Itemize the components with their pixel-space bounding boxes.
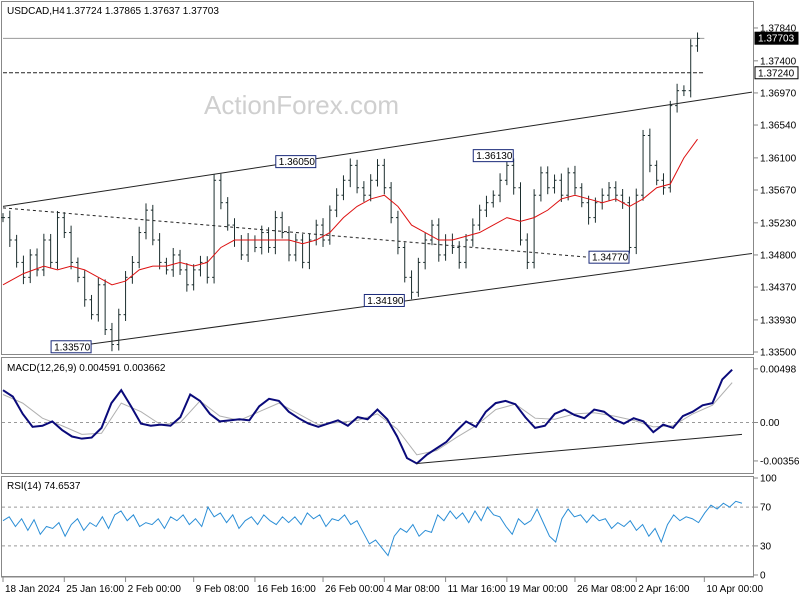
price-tick-label: 1.35230	[760, 218, 797, 229]
trendline-2	[2, 207, 589, 258]
price-annotation-label: 1.36050	[279, 157, 316, 168]
time-tick-label: 11 Mar 16:00	[448, 584, 507, 595]
time-tick-label: 2 Apr 16:00	[638, 584, 690, 595]
price-annotation-box	[588, 250, 630, 264]
macd-layer	[2, 368, 753, 465]
rsi-line	[2, 500, 743, 557]
price-annotation-box	[363, 293, 405, 307]
rsi-tick-label: 100	[760, 474, 777, 485]
watermark: ActionForex.com	[204, 90, 399, 120]
rsi-layer	[2, 500, 753, 557]
price-tick-label: 1.35670	[760, 185, 797, 196]
macd-panel-frame	[1, 357, 754, 474]
macd-title: MACD(12,26,9) 0.004591 0.003662	[7, 363, 166, 374]
axis-layer: 1.37840 1.37400 1.36970 1.36540 1.36100 1.356…	[2, 23, 800, 595]
price-annotation-label: 1.33570	[54, 342, 91, 353]
price-tick-label: 1.36970	[760, 88, 797, 99]
ohlc-label: 1.37724 1.37865 1.37637 1.37703	[66, 6, 219, 17]
price-tick-label: 1.37400	[760, 56, 797, 67]
time-tick-label: 10 Apr 00:00	[706, 584, 763, 595]
trendline-1	[2, 91, 753, 207]
macd-tick-label: -0.003566	[760, 456, 800, 467]
current-price-label: 1.37240	[758, 68, 795, 79]
macd-tick-label: 0.00498	[760, 364, 797, 375]
price-layer: 1.33570 1.36050 1.34190 1.36130 1.34770	[1, 32, 753, 354]
price-tick-label: 1.34370	[760, 283, 797, 294]
current-price-label: 1.37703	[758, 34, 795, 45]
current-price-box	[754, 66, 799, 80]
price-panel-frame	[1, 1, 754, 355]
rsi-tick-label: 70	[760, 503, 772, 514]
price-annotation-box	[50, 340, 92, 354]
symbol-label: USDCAD,H4	[7, 6, 65, 17]
time-tick-label: 25 Jan 16:00	[66, 584, 124, 595]
time-tick-label: 19 Mar 00:00	[509, 584, 568, 595]
price-tick-label: 1.37840	[760, 23, 797, 34]
time-tick-label: 18 Jan 2024	[5, 584, 60, 595]
price-annotation-label: 1.34770	[592, 253, 629, 264]
rsi-tick-label: 30	[760, 541, 772, 552]
price-tick-label: 1.36100	[760, 153, 797, 164]
rsi-tick-label: 0	[760, 571, 766, 582]
trendline-0	[71, 252, 753, 348]
time-tick-label: 16 Feb 16:00	[257, 584, 316, 595]
price-tick-label: 1.36540	[760, 121, 797, 132]
price-annotation-label: 1.36130	[476, 151, 513, 162]
price-annotation-label: 1.34190	[367, 296, 404, 307]
macd-line	[2, 368, 733, 465]
time-tick-label: 26 Mar 08:00	[577, 584, 636, 595]
price-tick-label: 1.33500	[760, 348, 797, 359]
time-tick-label: 9 Feb 08:00	[196, 584, 250, 595]
current-price-box	[754, 31, 799, 45]
rsi-title: RSI(14) 74.6537	[7, 481, 81, 492]
time-tick-label: 2 Feb 00:00	[128, 584, 182, 595]
price-tick-label: 1.33930	[760, 315, 797, 326]
time-tick-label: 26 Feb 00:00	[325, 584, 384, 595]
moving-average-line	[2, 138, 698, 286]
price-annotation-box	[472, 149, 514, 163]
time-tick-label: 4 Mar 08:00	[386, 584, 440, 595]
price-annotation-box	[275, 155, 317, 169]
macd-tick-label: 0.00	[760, 418, 780, 429]
macd-trendline	[416, 433, 743, 464]
price-tick-label: 1.34800	[760, 250, 797, 261]
